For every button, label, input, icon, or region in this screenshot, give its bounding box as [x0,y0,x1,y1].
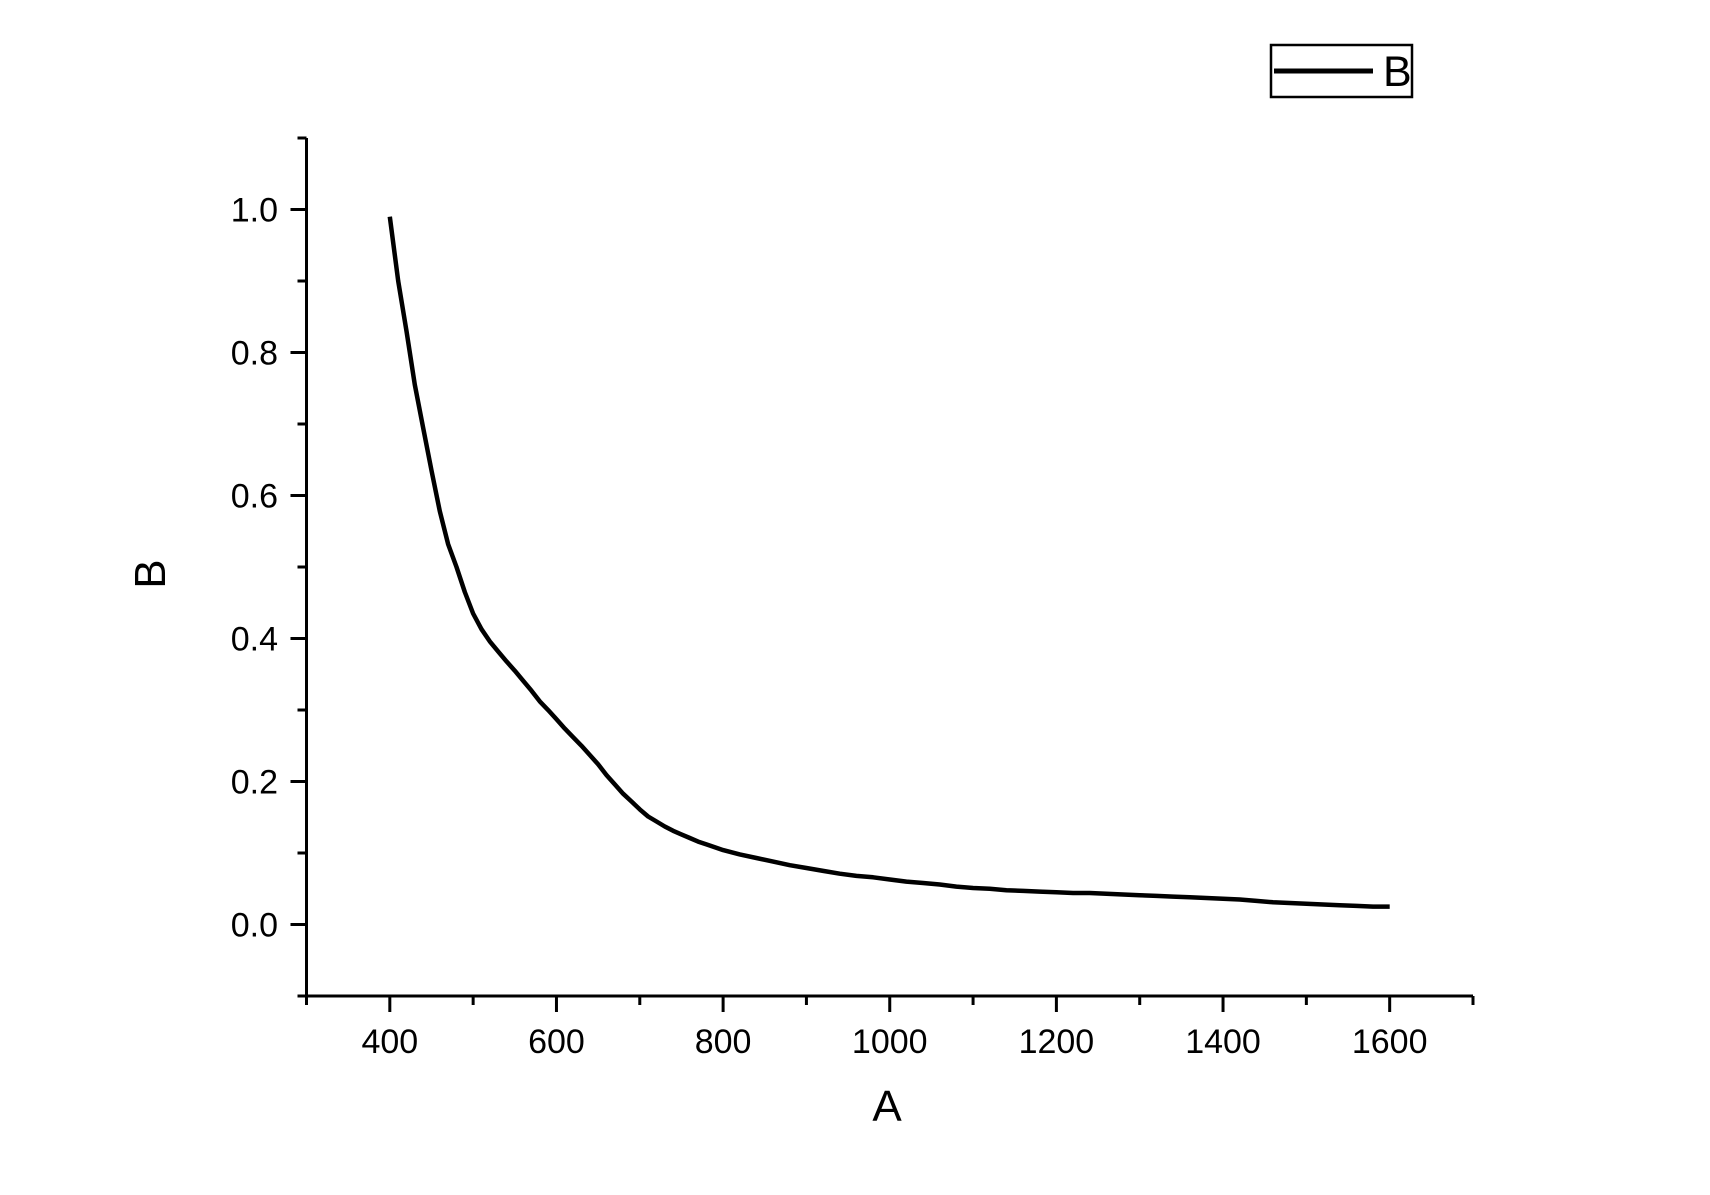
y-tick-label: 0.6 [231,478,278,516]
x-tick-label: 400 [361,1023,418,1061]
series-group [387,216,1390,909]
y-tick-label: 0.8 [231,335,278,373]
y-tick-label: 0.2 [231,764,278,802]
y-tick-label: 0.4 [231,621,278,659]
x-axis-title: A [872,1082,902,1131]
x-tick-label: 600 [528,1023,585,1061]
y-tick-label: 1.0 [231,192,278,230]
x-tick-label: 800 [695,1023,752,1061]
x-tick-label: 1400 [1185,1023,1261,1061]
x-tick-label: 1600 [1352,1023,1428,1061]
x-tick-label: 1000 [852,1023,928,1061]
x-tick-label: 1200 [1019,1023,1095,1061]
axes: 400 600 800 1000 1200 1400 1600 0.0 0.2 0.4 0.6 0.8… [231,136,1475,1061]
series-line-B [387,216,1390,909]
y-tick-label: 0.0 [231,907,278,945]
y-axis-title: B [126,559,175,588]
legend-label: B [1383,48,1412,96]
legend: B [1269,43,1414,99]
